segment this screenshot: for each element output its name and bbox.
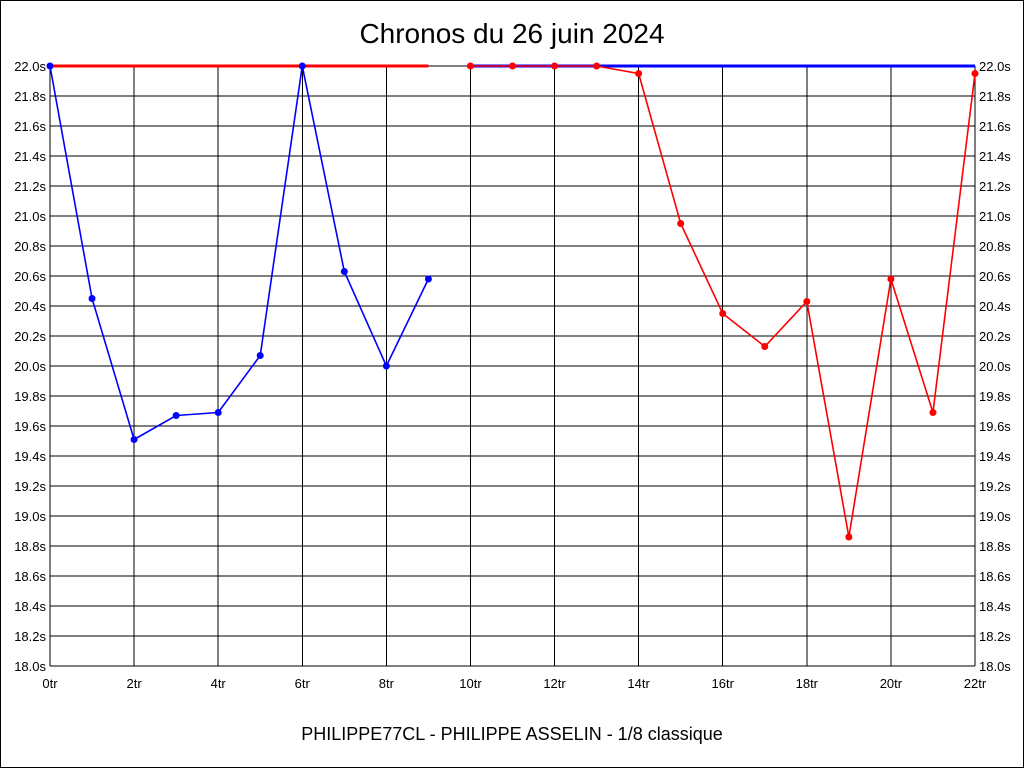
data-point — [466, 62, 474, 70]
x-tick-label: 2tr — [127, 676, 143, 691]
data-point — [551, 62, 559, 70]
data-point — [761, 343, 769, 350]
x-tick-label: 0tr — [42, 676, 58, 691]
y-tick-label-right: 22.0s — [979, 59, 1011, 74]
data-point — [130, 436, 138, 443]
series-line — [49, 65, 430, 441]
y-tick-label-right: 20.0s — [979, 359, 1011, 374]
y-tick-label-left: 19.8s — [14, 389, 46, 404]
y-tick-label-left: 21.6s — [14, 119, 46, 134]
x-tick-label: 20tr — [880, 676, 903, 691]
y-tick-label-right: 19.2s — [979, 479, 1011, 494]
data-point — [677, 220, 685, 227]
y-tick-label-left: 19.0s — [14, 509, 46, 524]
data-point — [382, 362, 390, 370]
data-point — [929, 409, 937, 416]
y-tick-label-left: 21.0s — [14, 209, 46, 224]
y-tick-label-right: 19.0s — [979, 509, 1011, 524]
data-point — [803, 298, 811, 305]
y-tick-label-right: 18.0s — [979, 659, 1011, 674]
y-tick-label-left: 18.0s — [14, 659, 46, 674]
y-tick-label-left: 20.8s — [14, 239, 46, 254]
y-tick-label-right: 20.8s — [979, 239, 1011, 254]
y-tick-label-left: 19.2s — [14, 479, 46, 494]
y-tick-label-left: 20.6s — [14, 269, 46, 284]
x-tick-label: 14tr — [627, 676, 650, 691]
data-point — [424, 275, 432, 283]
x-tick-label: 22tr — [964, 676, 987, 691]
y-tick-label-right: 19.6s — [979, 419, 1011, 434]
y-tick-label-right: 21.2s — [979, 179, 1011, 194]
data-point — [88, 295, 96, 302]
x-tick-label: 18tr — [796, 676, 819, 691]
chart-footer: PHILIPPE77CL - PHILIPPE ASSELIN - 1/8 cl… — [301, 724, 723, 744]
y-tick-label-right: 21.4s — [979, 149, 1011, 164]
y-tick-label-right: 21.0s — [979, 209, 1011, 224]
y-tick-label-right: 18.6s — [979, 569, 1011, 584]
y-tick-label-left: 18.6s — [14, 569, 46, 584]
data-point — [845, 533, 853, 541]
data-point — [887, 275, 895, 283]
data-point — [719, 310, 727, 317]
y-tick-label-left: 19.6s — [14, 419, 46, 434]
y-tick-label-left: 20.4s — [14, 299, 46, 314]
data-point — [172, 412, 180, 419]
chart-title: Chronos du 26 juin 2024 — [359, 18, 665, 49]
data-point — [46, 62, 54, 70]
data-point — [971, 70, 979, 77]
y-tick-label-right: 20.2s — [979, 329, 1011, 344]
y-tick-label-left: 22.0s — [14, 59, 46, 74]
y-tick-label-right: 18.2s — [979, 629, 1011, 644]
data-point — [298, 62, 306, 70]
x-tick-label: 10tr — [459, 676, 482, 691]
y-tick-label-left: 20.0s — [14, 359, 46, 374]
y-tick-label-right: 19.4s — [979, 449, 1011, 464]
y-tick-label-left: 19.4s — [14, 449, 46, 464]
x-tick-label: 16tr — [712, 676, 735, 691]
data-point — [214, 409, 222, 416]
y-tick-label-right: 21.8s — [979, 89, 1011, 104]
y-tick-label-right: 18.4s — [979, 599, 1011, 614]
data-point — [340, 268, 348, 275]
y-tick-label-left: 18.4s — [14, 599, 46, 614]
x-tick-label: 8tr — [379, 676, 395, 691]
data-point — [256, 352, 264, 359]
data-point — [635, 70, 643, 77]
y-tick-label-left: 18.2s — [14, 629, 46, 644]
y-tick-label-left: 18.8s — [14, 539, 46, 554]
data-point — [509, 62, 516, 70]
y-tick-label-right: 18.8s — [979, 539, 1011, 554]
y-tick-label-right: 20.4s — [979, 299, 1011, 314]
y-tick-label-right: 19.8s — [979, 389, 1011, 404]
x-tick-label: 6tr — [295, 676, 311, 691]
x-tick-label: 4tr — [211, 676, 227, 691]
y-tick-label-left: 21.8s — [14, 89, 46, 104]
y-tick-label-left: 21.4s — [14, 149, 46, 164]
y-tick-label-left: 20.2s — [14, 329, 46, 344]
y-tick-label-left: 21.2s — [14, 179, 46, 194]
data-point — [593, 62, 601, 70]
y-tick-label-right: 21.6s — [979, 119, 1011, 134]
y-tick-label-right: 20.6s — [979, 269, 1011, 284]
x-tick-label: 12tr — [543, 676, 566, 691]
